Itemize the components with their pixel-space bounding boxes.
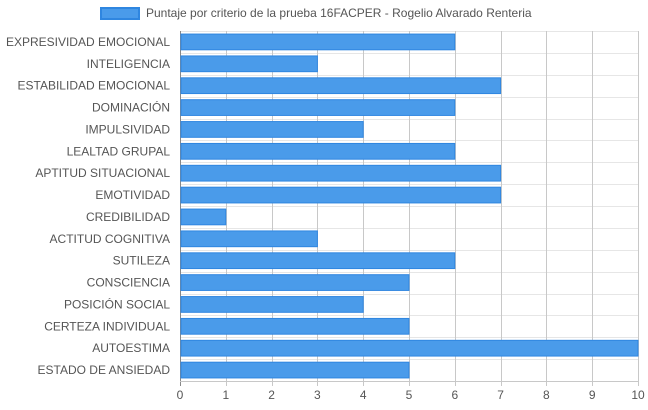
legend-label: Puntaje por criterio de la prueba 16FACP… [146, 6, 532, 20]
category-label: IMPULSIVIDAD [85, 122, 170, 136]
bar[interactable] [180, 208, 227, 226]
bar[interactable] [180, 339, 639, 357]
bar[interactable] [180, 142, 456, 160]
category-label: INTELIGENCIA [87, 57, 170, 71]
category-label: CONSCIENCIA [87, 276, 170, 290]
bar[interactable] [180, 230, 318, 248]
category-label: EXPRESIVIDAD EMOCIONAL [6, 35, 170, 49]
category-label: CERTEZA INDIVIDUAL [44, 319, 170, 333]
x-tick-label: 7 [497, 388, 504, 402]
bar[interactable] [180, 99, 456, 116]
chart-bars [180, 33, 639, 379]
bar[interactable] [180, 55, 318, 73]
x-tick-label: 0 [177, 388, 184, 402]
bar[interactable] [180, 164, 502, 182]
x-tick-label: 6 [451, 388, 458, 402]
x-tick-label: 1 [222, 388, 229, 402]
category-label: ESTADO DE ANSIEDAD [38, 363, 171, 377]
bar[interactable] [180, 274, 410, 291]
x-tick-label: 5 [406, 388, 413, 402]
bar[interactable] [180, 186, 502, 204]
category-label: AUTOESTIMA [92, 341, 170, 355]
bar[interactable] [180, 77, 502, 95]
bar[interactable] [180, 361, 410, 379]
x-tick-label: 8 [543, 388, 550, 402]
bar[interactable] [180, 33, 456, 51]
x-tick-labels: 0 1 2 3 4 5 6 7 8 9 10 [177, 388, 645, 402]
category-label: EMOTIVIDAD [95, 188, 170, 202]
category-labels: EXPRESIVIDAD EMOCIONAL INTELIGENCIA ESTABI… [6, 35, 170, 377]
category-label: ESTABILIDAD EMOCIONAL [18, 79, 171, 93]
category-label: APTITUD SITUACIONAL [35, 166, 170, 180]
x-tick-label: 9 [589, 388, 596, 402]
x-tick-label: 10 [631, 388, 645, 402]
category-label: POSICIÓN SOCIAL [64, 296, 170, 311]
category-label: ACTITUD COGNITIVA [50, 232, 170, 246]
category-label: LEALTAD GRUPAL [67, 144, 171, 158]
chart-legend[interactable]: Puntaje por criterio de la prueba 16FACP… [100, 6, 532, 20]
x-tick-label: 3 [314, 388, 321, 402]
bar[interactable] [180, 296, 364, 313]
x-tick-label: 2 [268, 388, 275, 402]
bar[interactable] [180, 121, 364, 138]
category-label: CREDIBILIDAD [86, 210, 170, 224]
bar[interactable] [180, 317, 410, 335]
bar[interactable] [180, 252, 456, 270]
legend-swatch [100, 6, 140, 20]
category-label: DOMINACIÓN [92, 100, 170, 115]
x-tick-label: 4 [360, 388, 367, 402]
category-label: SUTILEZA [113, 254, 170, 268]
